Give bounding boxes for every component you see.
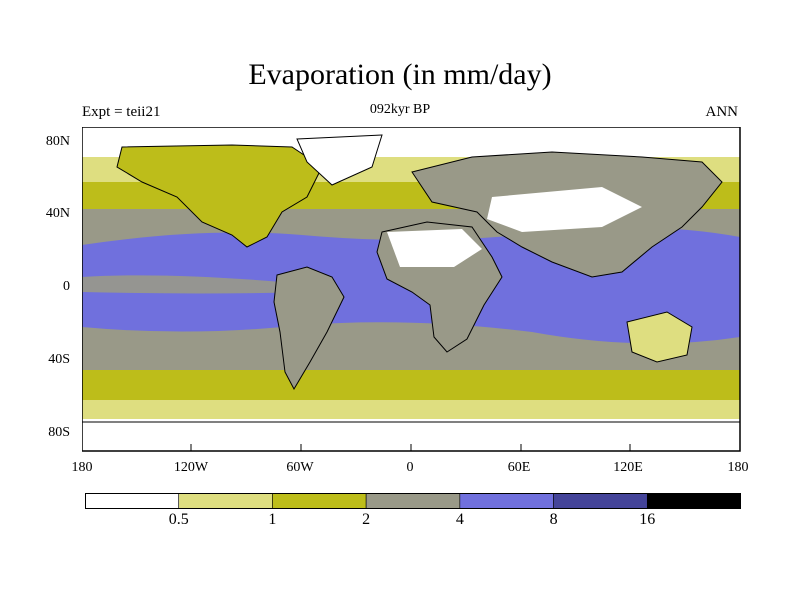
lon-label-60e: 60E <box>507 460 531 475</box>
central-asia-desert <box>487 187 642 232</box>
lon-label-180w: 180 <box>71 460 93 475</box>
colorbar-level-label: 2 <box>362 511 371 528</box>
lat-label-40n: 40N <box>45 206 70 221</box>
colorbar-swatch <box>553 493 648 509</box>
colorbar-swatch <box>459 493 554 509</box>
lon-label-0: 0 <box>406 460 414 475</box>
antarctica <box>82 421 740 451</box>
lat-label-40s: 40S <box>48 352 70 367</box>
sahara <box>387 229 482 267</box>
greenland <box>296 134 383 186</box>
colorbar-swatch <box>85 493 180 509</box>
lat-label-80n: 80N <box>45 134 70 149</box>
colorbar-level-label: 16 <box>639 511 656 528</box>
experiment-label: Expt = teii21 <box>82 104 161 120</box>
lon-label-120e: 120E <box>613 460 643 475</box>
evaporation-map <box>82 127 741 452</box>
north-america <box>116 144 323 248</box>
colorbar-swatch <box>272 493 367 509</box>
lon-label-120w: 120W <box>173 460 209 475</box>
south-america <box>273 266 345 391</box>
lon-label-180e: 180 <box>727 460 749 475</box>
colorbar-swatch <box>365 493 461 509</box>
colorbar-swatch <box>646 493 741 509</box>
equatorial-gray-strip <box>82 275 312 294</box>
colorbar <box>85 493 741 509</box>
colorbar-level-label: 1 <box>268 511 277 528</box>
map-title: Evaporation (in mm/day) <box>248 58 552 91</box>
period-label: 092kyr BP <box>369 102 431 117</box>
season-label: ANN <box>705 104 739 120</box>
colorbar-swatch <box>178 493 273 509</box>
lat-label-80s: 80S <box>48 425 70 440</box>
colorbar-level-label: 4 <box>455 511 464 528</box>
australia <box>626 311 693 363</box>
lat-label-0: 0 <box>63 279 70 294</box>
colorbar-level-label: 0.5 <box>168 511 189 528</box>
lon-label-60w: 60W <box>286 460 314 475</box>
colorbar-level-label: 8 <box>549 511 558 528</box>
